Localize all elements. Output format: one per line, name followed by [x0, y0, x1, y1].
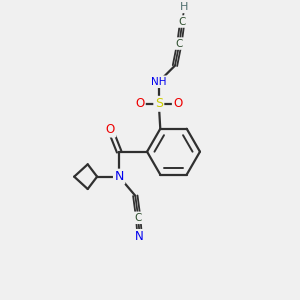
Text: O: O	[173, 97, 182, 110]
Text: O: O	[135, 97, 144, 110]
Text: H: H	[180, 2, 189, 12]
Text: C: C	[176, 39, 183, 49]
Text: C: C	[135, 213, 142, 223]
Text: N: N	[135, 230, 144, 243]
Text: S: S	[155, 97, 163, 110]
Text: NH: NH	[151, 77, 166, 87]
Text: N: N	[115, 170, 124, 183]
Text: O: O	[106, 123, 115, 136]
Text: C: C	[178, 16, 186, 26]
